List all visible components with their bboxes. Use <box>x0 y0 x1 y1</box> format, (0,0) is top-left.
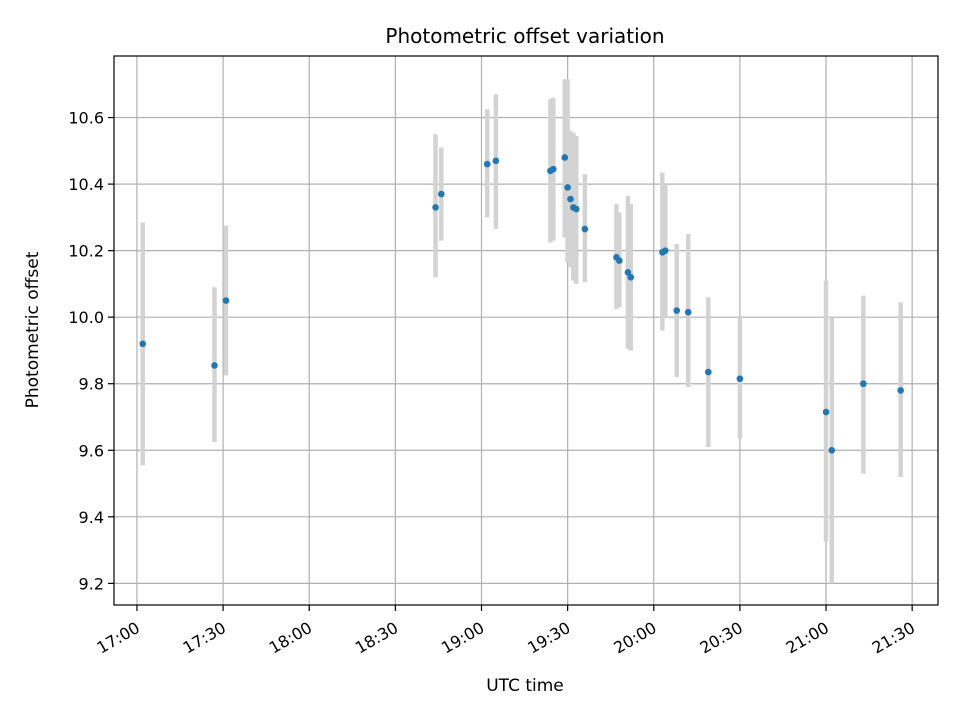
data-point <box>222 297 230 304</box>
data-point <box>549 165 557 173</box>
data-point <box>567 195 574 203</box>
data-point <box>139 340 147 348</box>
y-tick-label: 10.2 <box>68 242 104 261</box>
data-point <box>432 204 439 211</box>
grid <box>114 56 938 605</box>
data-point <box>438 190 445 198</box>
data-point <box>627 273 635 281</box>
data-point <box>828 446 836 454</box>
data-point <box>492 157 500 165</box>
y-tick-label: 9.6 <box>79 441 104 460</box>
y-tick-label: 9.4 <box>79 508 104 527</box>
y-tick-label: 10.6 <box>68 109 104 128</box>
data-point <box>860 380 867 388</box>
data-point <box>684 308 692 316</box>
y-tick-label: 10.0 <box>68 308 104 327</box>
data-point <box>572 205 580 213</box>
chart-title: Photometric offset variation <box>385 24 664 48</box>
data-point <box>705 368 712 376</box>
data-point <box>561 154 569 161</box>
data-point <box>897 387 904 394</box>
x-axis-label: UTC time <box>486 676 564 696</box>
data-points <box>139 154 904 454</box>
y-tick-label: 9.8 <box>79 375 104 394</box>
data-point <box>673 307 681 314</box>
y-axis-label: Photometric offset <box>23 251 43 408</box>
y-tick-label: 9.2 <box>79 574 104 593</box>
y-axis: 9.2 9.4 9.6 9.8 10.0 10.2 10.4 10.6 <box>68 109 114 593</box>
data-point <box>736 375 744 383</box>
plot-frame <box>113 55 939 606</box>
data-point <box>564 184 571 191</box>
data-point <box>822 408 830 416</box>
data-point <box>581 225 589 233</box>
data-point <box>211 362 218 369</box>
data-point <box>483 160 491 168</box>
data-point <box>624 268 632 276</box>
data-point <box>616 257 623 264</box>
data-point <box>661 247 669 254</box>
y-tick-label: 10.4 <box>68 175 104 194</box>
